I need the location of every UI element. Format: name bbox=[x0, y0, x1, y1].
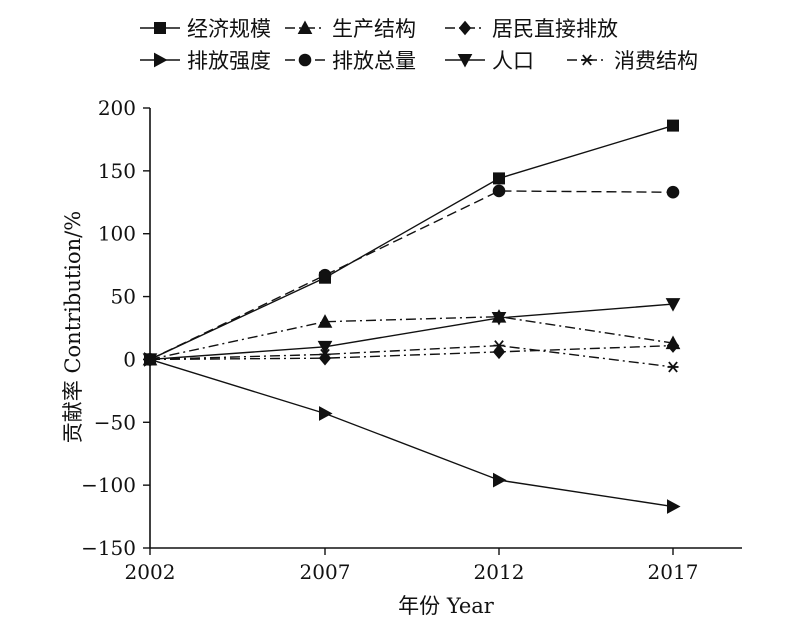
legend-item: 排放强度 bbox=[140, 49, 271, 73]
data-point bbox=[492, 344, 506, 360]
legend-marker bbox=[154, 22, 166, 34]
x-axis-label: 年份 Year bbox=[398, 594, 495, 618]
data-point bbox=[317, 314, 333, 328]
legend-marker bbox=[297, 20, 313, 34]
y-tick-label: 0 bbox=[123, 347, 136, 371]
legend-marker bbox=[298, 53, 312, 67]
data-point bbox=[493, 172, 505, 185]
legend-label: 经济规模 bbox=[187, 17, 271, 41]
legend-item: 经济规模 bbox=[140, 17, 271, 41]
series-3 bbox=[143, 338, 680, 367]
y-tick-label: −150 bbox=[81, 536, 136, 560]
data-point bbox=[491, 311, 507, 326]
y-tick-label: 150 bbox=[98, 159, 136, 183]
legend-item: 居民直接排放 bbox=[445, 17, 618, 41]
legend-marker bbox=[458, 20, 472, 36]
legend-label: 居民直接排放 bbox=[492, 17, 618, 41]
legend-label: 生产结构 bbox=[332, 17, 416, 41]
data-point bbox=[319, 406, 333, 421]
series-line bbox=[149, 190, 674, 361]
legend-marker bbox=[581, 54, 593, 66]
series-1 bbox=[144, 119, 679, 366]
data-point bbox=[666, 338, 680, 353]
series-5 bbox=[143, 184, 680, 366]
data-point bbox=[666, 185, 680, 199]
series-line bbox=[149, 344, 674, 368]
data-point bbox=[667, 119, 679, 132]
series-7 bbox=[144, 340, 679, 373]
series-group bbox=[142, 119, 681, 514]
legend-item: 生产结构 bbox=[285, 17, 416, 41]
data-point bbox=[667, 499, 681, 514]
legend-label: 排放强度 bbox=[187, 49, 271, 73]
series-4 bbox=[144, 352, 681, 514]
series-line bbox=[149, 315, 674, 361]
x-tick-label: 2012 bbox=[474, 560, 525, 584]
y-tick-label: 200 bbox=[98, 96, 136, 120]
data-point bbox=[493, 472, 507, 488]
legend-item: 消费结构 bbox=[567, 49, 698, 73]
legend-item: 排放总量 bbox=[285, 49, 416, 73]
data-point bbox=[493, 340, 505, 352]
data-point bbox=[492, 184, 506, 198]
series-line bbox=[149, 303, 674, 361]
legend-marker bbox=[154, 52, 168, 68]
legend-label: 排放总量 bbox=[332, 49, 416, 73]
series-line bbox=[149, 358, 674, 508]
data-point bbox=[317, 340, 333, 355]
x-tick-label: 2007 bbox=[300, 560, 351, 584]
series-line bbox=[149, 124, 674, 361]
data-point bbox=[318, 268, 332, 282]
legend-item: 人口 bbox=[445, 49, 534, 73]
y-tick-label: −100 bbox=[81, 473, 136, 497]
data-point bbox=[667, 361, 679, 373]
series-line bbox=[149, 344, 674, 361]
data-point bbox=[665, 298, 681, 312]
y-tick-label: 100 bbox=[98, 222, 136, 246]
legend-label: 消费结构 bbox=[614, 49, 698, 73]
data-point bbox=[144, 353, 156, 365]
legend-marker bbox=[457, 54, 473, 68]
y-tick-label: −50 bbox=[94, 410, 136, 434]
legend-label: 人口 bbox=[492, 49, 534, 73]
y-tick-label: 50 bbox=[111, 285, 136, 309]
x-tick-label: 2017 bbox=[648, 560, 699, 584]
series-2 bbox=[142, 309, 681, 366]
data-point bbox=[319, 348, 331, 360]
y-axis-label: 贡献率 Contribution/% bbox=[61, 211, 85, 443]
x-tick-label: 2002 bbox=[125, 560, 176, 584]
